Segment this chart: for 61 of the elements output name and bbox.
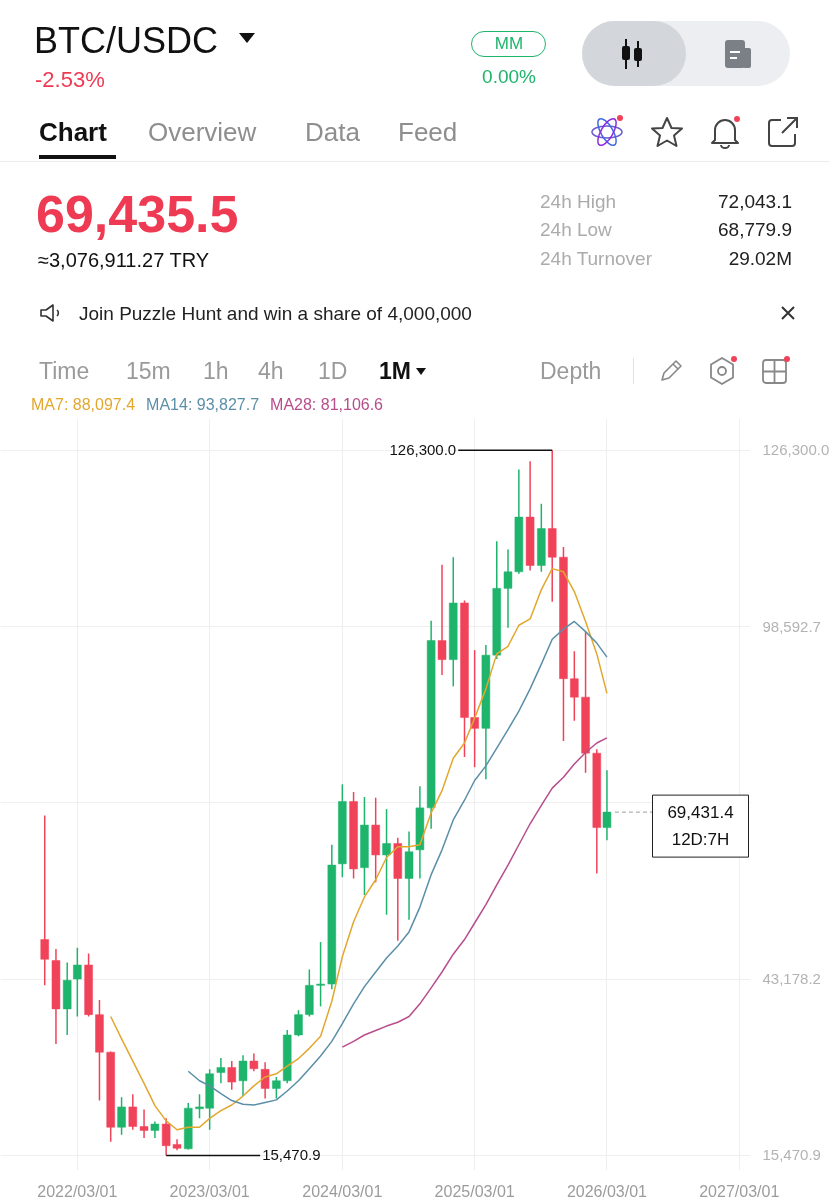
- y-tick-label: 98,592.7: [762, 617, 821, 635]
- candlestick: [503, 548, 513, 629]
- x-tick-label: 2022/03/01: [37, 1182, 118, 1200]
- text: 68,779.9: [718, 217, 792, 241]
- candlestick: [216, 1057, 226, 1085]
- text: 15m: [126, 357, 171, 385]
- candlestick: [272, 1076, 281, 1100]
- candlestick: [260, 1061, 270, 1100]
- candlestick: [437, 564, 447, 676]
- line-series: [187, 620, 608, 1106]
- annotation: 126,300.0: [389, 441, 457, 459]
- text: 29.02M: [728, 246, 792, 270]
- text: ≈3,076,911.27 TRY: [38, 248, 210, 272]
- candlestick: [294, 1009, 303, 1038]
- text: Feed: [398, 116, 458, 148]
- x-tick-label: 2027/03/01: [699, 1182, 780, 1200]
- text: MA7: 88,097.4: [31, 395, 136, 415]
- text: 4h: [258, 357, 284, 385]
- line-series: [341, 737, 608, 1048]
- text: Data: [305, 116, 360, 148]
- text: Time: [39, 357, 90, 385]
- text: MM: [494, 34, 524, 54]
- text: Join Puzzle Hunt and win a share of 4,000,000: [79, 301, 472, 325]
- x-tick-label: 2024/03/01: [302, 1182, 383, 1200]
- text: 24h High: [540, 189, 617, 213]
- text: 72,043.1: [718, 189, 792, 213]
- text: 24h Turnover: [540, 246, 652, 270]
- text: Depth: [540, 357, 602, 385]
- y-tick-label: 43,178.2: [762, 970, 821, 988]
- text: MA14: 93,827.7: [146, 395, 260, 415]
- line-series: [109, 567, 608, 1131]
- candlestick: [316, 941, 325, 1008]
- candlestick: [238, 1054, 248, 1097]
- candlestick: [602, 769, 612, 842]
- text: MA28: 81,106.6: [270, 395, 384, 415]
- text: 69,435.5: [36, 184, 239, 245]
- ref-line-label: 69,431.4: [667, 803, 734, 823]
- text: Chart: [39, 116, 107, 148]
- text: 1M: [379, 357, 411, 385]
- x-tick-label: 2025/03/01: [434, 1182, 515, 1200]
- x-tick-label: 2023/03/01: [169, 1182, 250, 1200]
- candlestick: [40, 814, 49, 987]
- candlestick: [570, 650, 579, 722]
- chart-title: BTC/USDC: [34, 18, 219, 62]
- chart-subtitle: -2.53%: [35, 67, 105, 93]
- annotation: 15,470.9: [262, 1146, 321, 1164]
- candlestick: [117, 1096, 126, 1136]
- text: 0.00%: [482, 64, 536, 88]
- annotation: 12D:7H: [671, 829, 730, 849]
- text: Overview: [148, 116, 257, 148]
- text: 1h: [203, 357, 229, 385]
- candlestick: [139, 1108, 149, 1139]
- y-tick-label: 126,300.0: [762, 441, 829, 459]
- candlestick: [128, 1093, 138, 1131]
- candlestick: [73, 947, 82, 1018]
- x-tick-label: 2026/03/01: [566, 1182, 648, 1200]
- y-tick-label: 15,470.9: [762, 1146, 821, 1164]
- candlestick: [227, 1060, 236, 1091]
- candlestick: [382, 808, 391, 916]
- text: 1D: [318, 357, 348, 385]
- text: 24h Low: [540, 217, 612, 241]
